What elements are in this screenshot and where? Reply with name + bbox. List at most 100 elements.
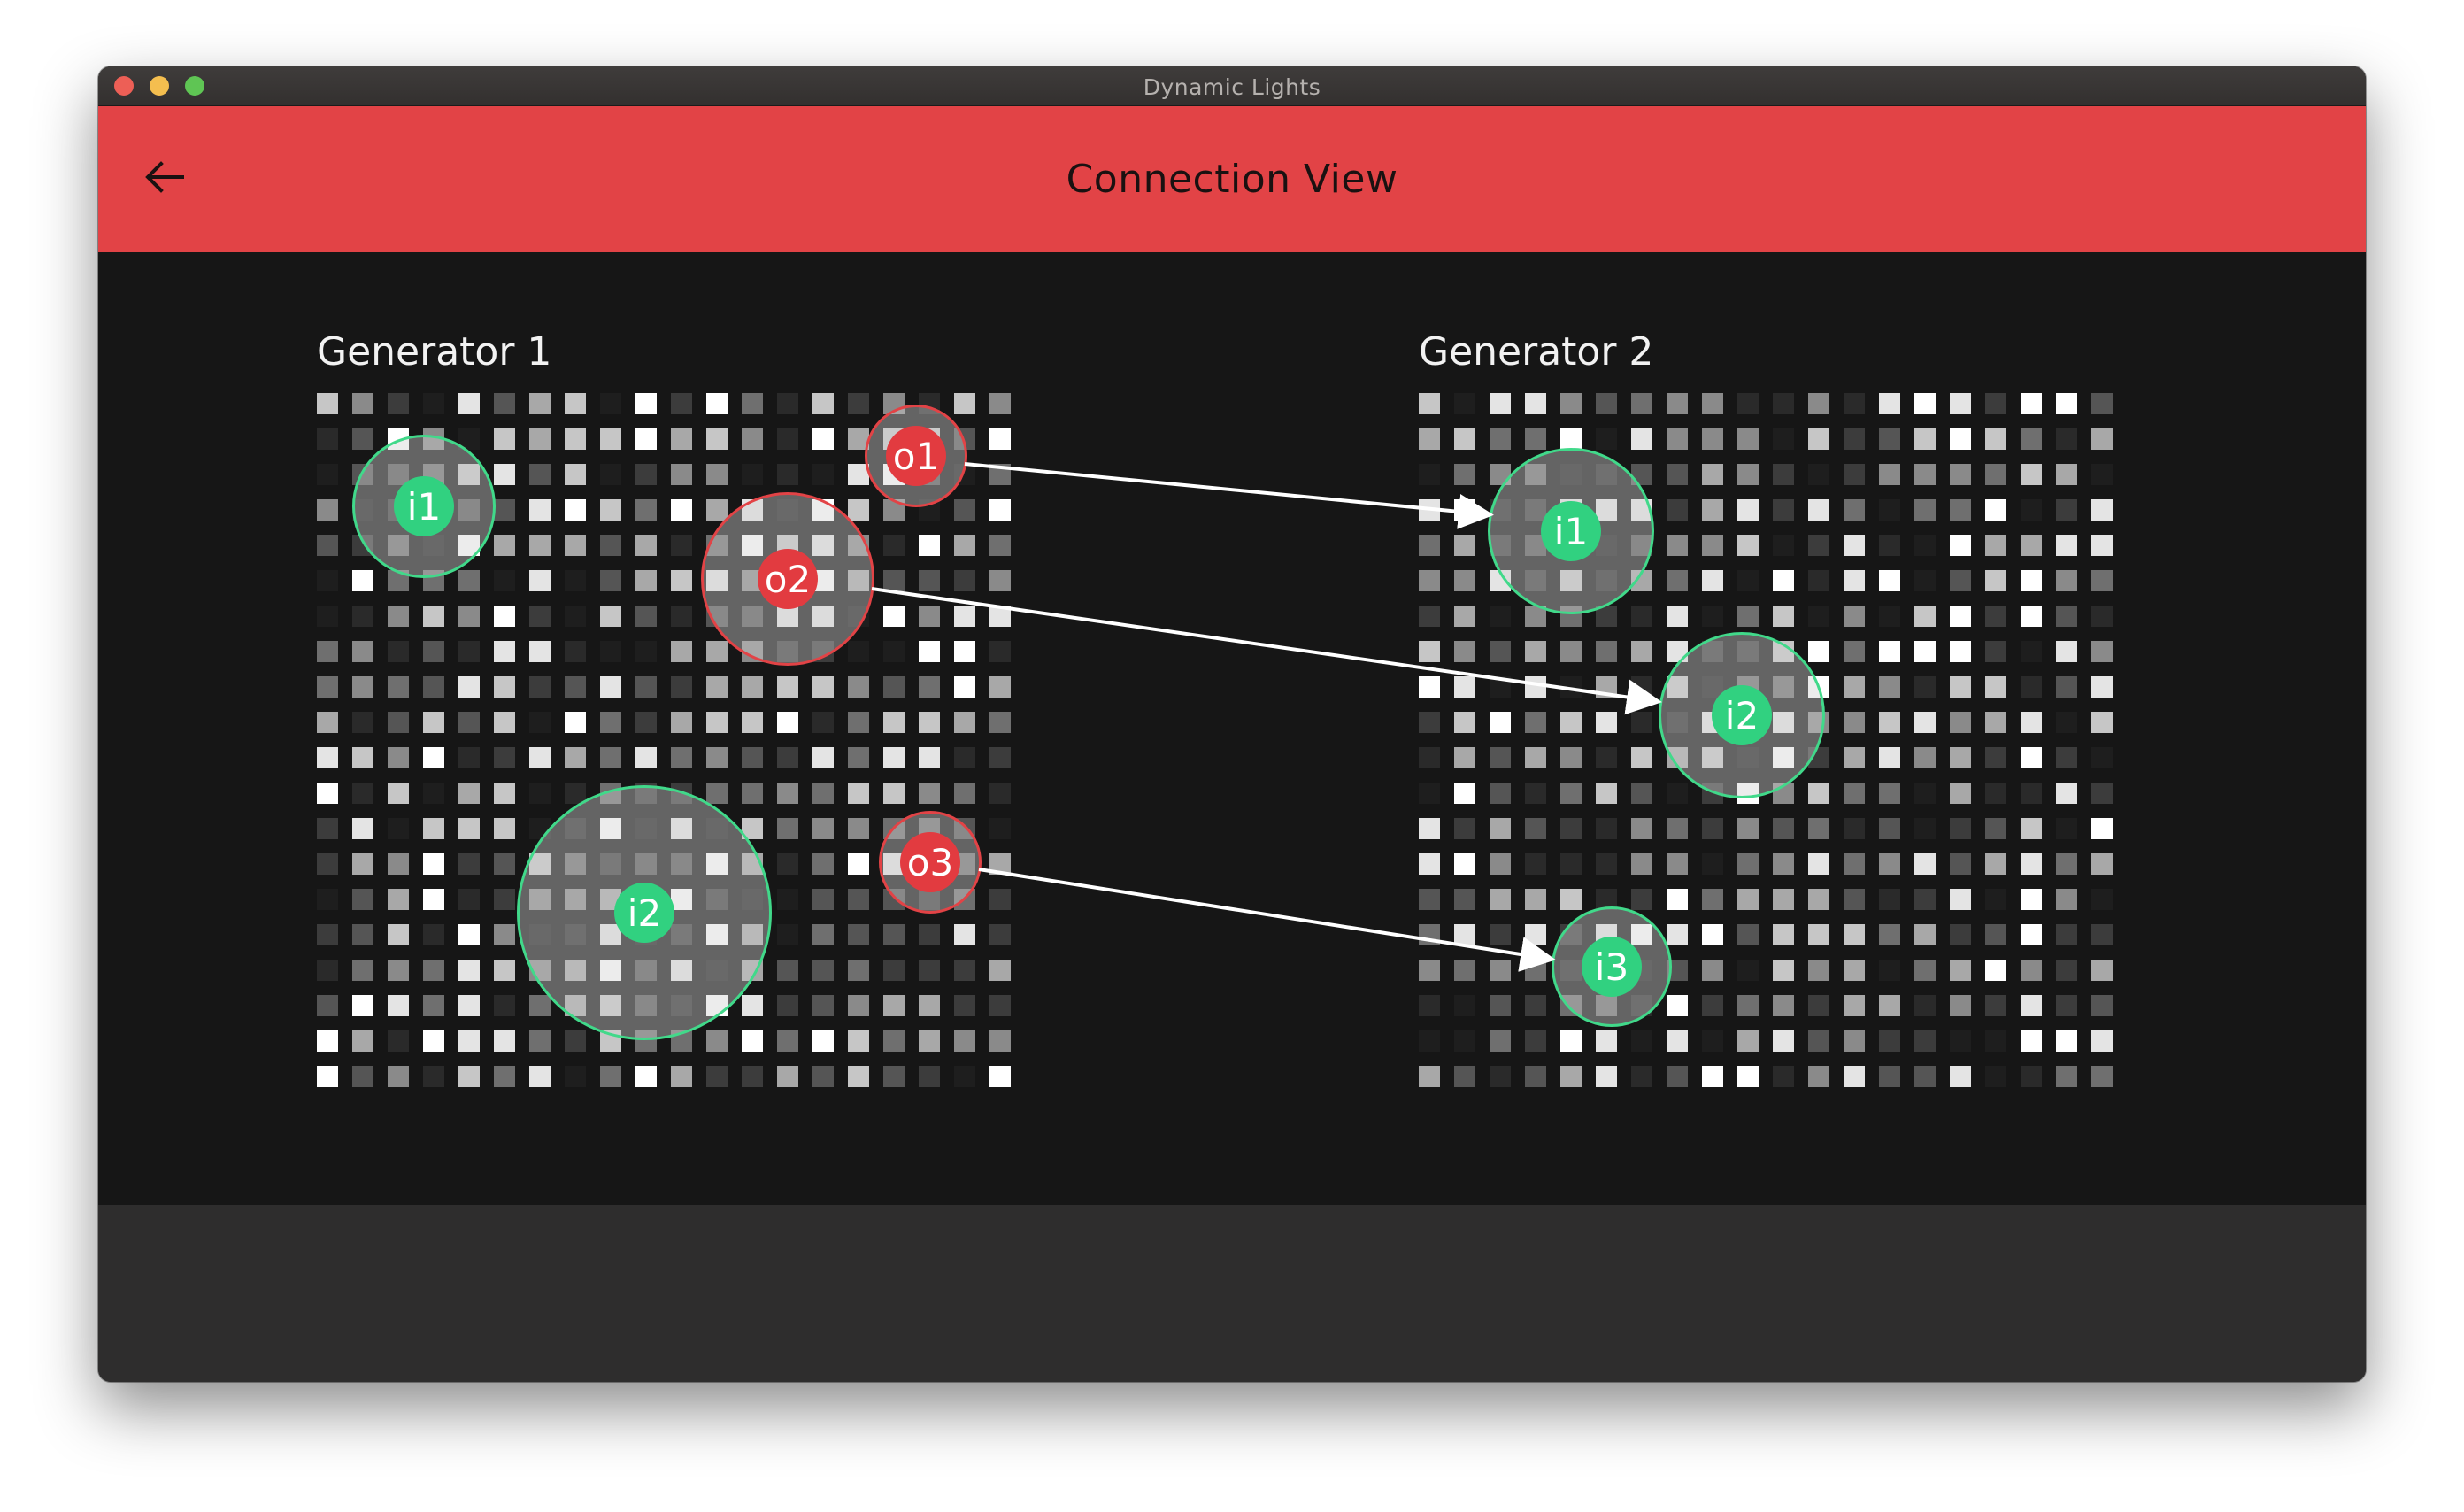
led-cell	[1737, 995, 1759, 1016]
generator-1-port-i2[interactable]: i2	[614, 883, 674, 943]
led-cell	[2091, 712, 2113, 733]
led-cell	[848, 1066, 869, 1087]
generator-1-port-i1[interactable]: i1	[394, 476, 454, 536]
led-cell	[2056, 747, 2077, 768]
generator-1-output-o2-area[interactable]	[701, 492, 874, 666]
led-cell	[529, 535, 551, 556]
led-cell	[1808, 464, 1829, 485]
led-cell	[388, 1030, 409, 1052]
led-cell	[458, 783, 480, 804]
generator-1-port-o2[interactable]: o2	[758, 549, 818, 609]
led-cell	[423, 1066, 444, 1087]
back-button[interactable]	[129, 142, 200, 212]
led-cell	[1702, 570, 1723, 591]
led-cell	[812, 393, 834, 414]
generator-2-port-i2[interactable]: i2	[1712, 685, 1772, 745]
footer-panel	[98, 1205, 2366, 1382]
led-cell	[989, 747, 1011, 768]
led-cell	[600, 747, 621, 768]
led-cell	[1950, 818, 1971, 839]
led-cell	[1560, 676, 1582, 698]
led-cell	[1844, 995, 1865, 1016]
led-cell	[671, 535, 692, 556]
minimize-window-button[interactable]	[150, 76, 169, 96]
led-cell	[600, 464, 621, 485]
led-cell	[2091, 570, 2113, 591]
led-cell	[1419, 1030, 1440, 1052]
led-cell	[1950, 676, 1971, 698]
led-cell	[812, 464, 834, 485]
led-cell	[1914, 783, 1936, 804]
led-cell	[529, 464, 551, 485]
led-cell	[671, 570, 692, 591]
led-cell	[1525, 1030, 1546, 1052]
generator-1-port-o3[interactable]: o3	[900, 832, 960, 892]
led-cell	[1773, 393, 1794, 414]
led-cell	[1667, 853, 1688, 875]
led-cell	[919, 1066, 940, 1087]
led-cell	[1525, 889, 1546, 910]
generator-2-port-i1[interactable]: i1	[1541, 501, 1601, 561]
led-cell	[2091, 783, 2113, 804]
led-cell	[1596, 393, 1617, 414]
generator-2-port-i3[interactable]: i3	[1582, 937, 1642, 997]
led-cell	[1454, 464, 1475, 485]
led-cell	[989, 641, 1011, 662]
led-cell	[352, 606, 373, 627]
led-cell	[1560, 393, 1582, 414]
led-cell	[1879, 747, 1900, 768]
led-cell	[777, 428, 798, 450]
led-cell	[812, 676, 834, 698]
led-cell	[671, 1066, 692, 1087]
led-cell	[1985, 1030, 2006, 1052]
led-cell	[1844, 747, 1865, 768]
led-cell	[1844, 535, 1865, 556]
led-cell	[565, 1066, 586, 1087]
led-cell	[1950, 712, 1971, 733]
led-cell	[989, 889, 1011, 910]
led-cell	[317, 393, 338, 414]
led-cell	[458, 393, 480, 414]
led-cell	[1914, 924, 1936, 945]
led-cell	[1914, 889, 1936, 910]
led-cell	[2056, 924, 2077, 945]
led-cell	[1773, 995, 1794, 1016]
led-cell	[742, 747, 763, 768]
led-cell	[989, 995, 1011, 1016]
led-cell	[388, 783, 409, 804]
close-window-button[interactable]	[114, 76, 134, 96]
led-cell	[1560, 641, 1582, 662]
page-title: Connection View	[1066, 157, 1398, 202]
led-cell	[1844, 393, 1865, 414]
led-cell	[458, 747, 480, 768]
led-cell	[494, 924, 515, 945]
led-cell	[919, 641, 940, 662]
generator-1-port-o1[interactable]: o1	[886, 426, 946, 486]
led-cell	[742, 393, 763, 414]
led-cell	[777, 676, 798, 698]
led-cell	[671, 747, 692, 768]
led-cell	[2091, 960, 2113, 981]
maximize-window-button[interactable]	[185, 76, 204, 96]
led-cell	[777, 783, 798, 804]
led-cell	[317, 535, 338, 556]
arrow-left-icon	[145, 161, 184, 193]
led-cell	[1631, 1066, 1652, 1087]
led-cell	[1879, 428, 1900, 450]
led-cell	[423, 1030, 444, 1052]
led-cell	[1702, 889, 1723, 910]
led-cell	[1985, 853, 2006, 875]
led-cell	[1454, 1066, 1475, 1087]
led-cell	[1808, 1066, 1829, 1087]
led-cell	[848, 924, 869, 945]
led-cell	[529, 747, 551, 768]
led-cell	[989, 960, 1011, 981]
led-cell	[1631, 783, 1652, 804]
led-cell	[1454, 393, 1475, 414]
led-cell	[2091, 853, 2113, 875]
led-cell	[954, 995, 975, 1016]
led-cell	[1950, 995, 1971, 1016]
led-cell	[2091, 499, 2113, 521]
led-cell	[565, 747, 586, 768]
led-cell	[1702, 393, 1723, 414]
